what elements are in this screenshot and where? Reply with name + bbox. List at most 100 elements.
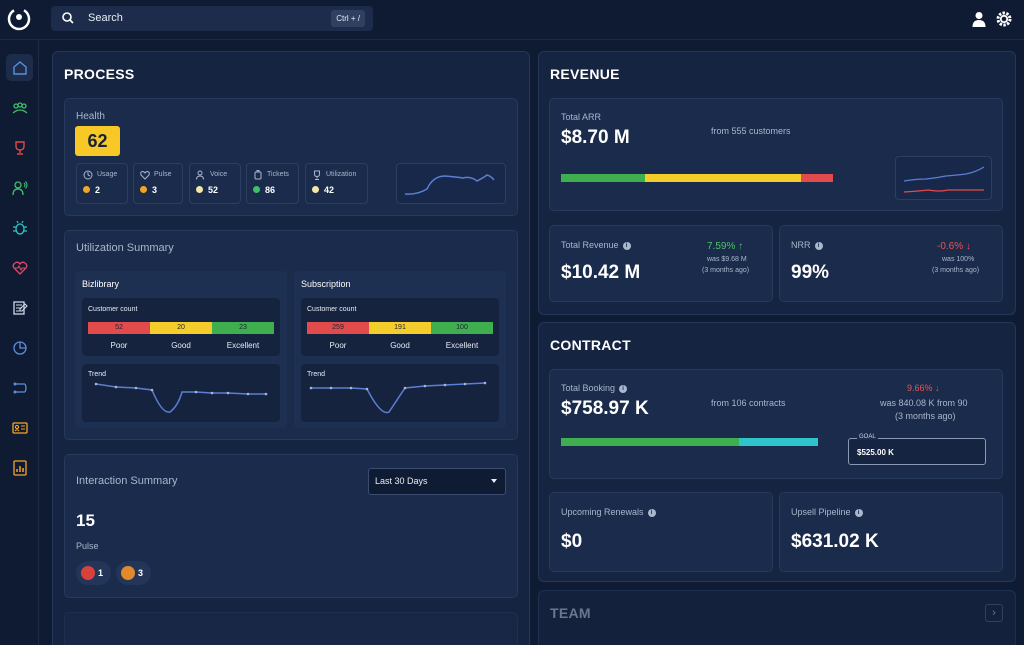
info-icon: i [854,509,863,517]
usage-icon [83,170,93,180]
booking-label: Total Booking i [561,383,628,393]
customer-count-label: Customer count [88,306,138,313]
contact-card-icon [11,421,28,434]
pulse-chip[interactable]: 1 [76,561,111,585]
nrr-value: 99% [791,262,830,283]
booking-period: (3 months ago) [895,411,956,421]
customer-count-label: Customer count [307,306,357,313]
pulse-chip[interactable]: 3 [116,561,151,585]
total-revenue-card: Total Revenue i $10.42 M 7.59% ↑ was $9.6… [549,225,773,302]
pulse-count: 1 [98,568,104,578]
goal-field[interactable]: GOAL $525.00 K [848,434,986,465]
nav-notes[interactable] [6,294,33,321]
date-range-select[interactable]: Last 30 Days [368,468,506,495]
metric-label: Utilization [326,171,357,178]
booking-change: 9.66% ↓ [907,383,940,393]
nav-analytics[interactable] [6,454,33,481]
nav-achievements[interactable] [6,134,33,161]
nav-workflows[interactable] [6,374,33,401]
pie-chart-icon [12,340,27,355]
health-label: Health [76,111,105,122]
trend-box: Trend [82,364,280,422]
search-label: Search [88,12,123,24]
count-bar-excellent: 23 [212,322,274,334]
goal-label: GOAL [857,434,878,440]
voice-icon [11,180,28,195]
team-title: TEAM [550,605,591,621]
app-logo[interactable] [6,6,32,32]
level-label: Good [390,341,410,350]
gear-icon[interactable] [995,10,1013,28]
nrr-card: NRR i 99% -0.6% ↓ was 100% (3 months ago) [779,225,1003,302]
metric-value: 86 [265,185,276,195]
upcoming-renewals-card: Upcoming Renewals i $0 [549,492,773,572]
metric-pulse[interactable]: Pulse 3 [133,163,183,204]
booking-note: from 106 contracts [711,398,786,408]
trend-line [94,382,268,413]
search-icon [62,12,74,24]
bug-icon [12,220,27,235]
status-dot [312,186,319,193]
arr-bar-green [561,174,645,182]
arr-label: Total ARR [561,112,602,122]
contract-title: CONTRACT [550,337,631,353]
count-bar-poor: 52 [88,322,150,334]
arrow-down-icon: ↓ [935,383,940,393]
level-label: Poor [110,341,128,350]
info-icon: i [619,385,628,393]
metric-usage[interactable]: Usage 2 [76,163,128,204]
nrr-label: NRR i [791,240,823,250]
status-dot [83,186,90,193]
nav-health[interactable] [6,254,33,281]
metric-tickets[interactable]: Tickets 86 [246,163,299,204]
revenue-period: (3 months ago) [702,267,750,274]
nrr-was: was 100% [942,256,975,263]
trend-line [309,381,487,414]
search-shortcut: Ctrl + / [331,10,365,27]
nav-contacts[interactable] [6,414,33,441]
search-bar[interactable]: Search Ctrl + / [51,6,373,31]
booking-bar-teal [739,438,818,446]
total-booking-card: Total Booking i $758.97 K from 106 contra… [549,369,1003,479]
arrow-up-icon: ↑ [738,241,744,252]
renewals-value: $0 [561,531,583,552]
ticket-icon [254,170,262,180]
process-title: PROCESS [64,66,135,82]
metric-label: Tickets [267,171,289,178]
nav-home[interactable] [6,54,33,81]
workflow-icon [13,382,27,393]
analytics-icon [12,459,27,476]
user-icon[interactable] [972,11,986,27]
chevron-right-icon[interactable]: › [985,604,1003,622]
status-dot [196,186,203,193]
nav-customers[interactable] [6,94,33,121]
upsell-label: Upsell Pipeline i [791,507,863,517]
arrow-down-icon: ↓ [965,241,971,252]
count-bar-good: 191 [369,322,431,334]
sidebar [0,40,39,645]
next-card-partial [64,612,518,645]
renewals-label: Upcoming Renewals i [561,507,656,517]
count-bar-good: 20 [150,322,212,334]
total-revenue-label: Total Revenue i [561,240,631,250]
metric-voice[interactable]: Voice 52 [189,163,241,204]
nav-voice[interactable] [6,174,33,201]
arr-value: $8.70 M [561,127,630,148]
interaction-title: Interaction Summary [76,475,178,487]
arr-sparkline [895,156,992,200]
nav-issues[interactable] [6,214,33,241]
level-label: Poor [329,341,347,350]
date-range-value: Last 30 Days [375,476,428,486]
arr-note: from 555 customers [711,126,791,136]
metric-label: Usage [97,171,118,178]
metric-value: 42 [324,185,335,195]
team-panel: TEAM › [538,590,1016,645]
revenue-change: 7.59% ↑ [707,241,744,252]
nav-reports[interactable] [6,334,33,361]
voice-icon [196,170,204,180]
total-revenue-value: $10.42 M [561,262,641,283]
pulse-icon [140,170,150,180]
trend-label: Trend [88,371,107,378]
notes-icon [12,300,28,315]
metric-utilization[interactable]: Utilization 42 [305,163,368,204]
